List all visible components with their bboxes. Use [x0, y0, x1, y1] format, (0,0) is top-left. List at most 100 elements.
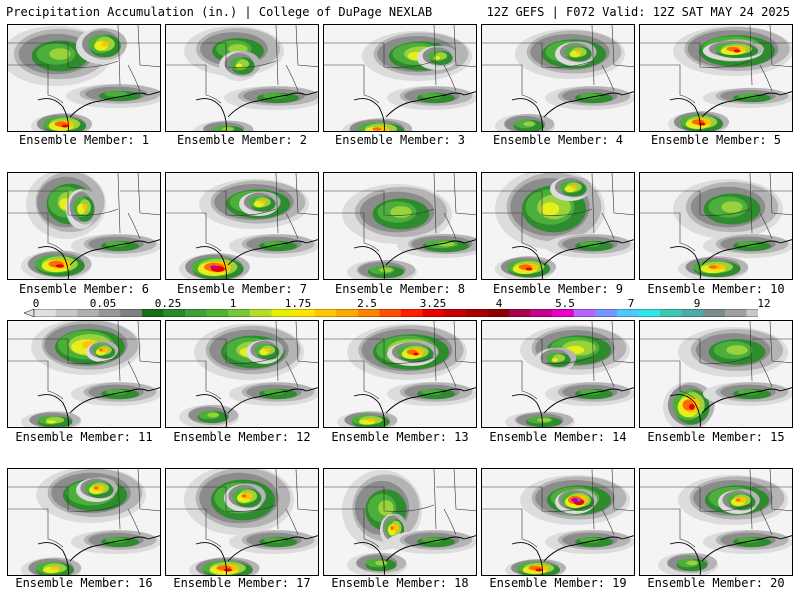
coastline — [195, 239, 318, 279]
precip-contour — [421, 93, 443, 99]
precip-contour — [579, 537, 601, 543]
scale-swatch — [444, 309, 467, 317]
precip-contour — [375, 560, 387, 566]
ensemble-map-panel — [165, 468, 319, 576]
coastline — [511, 535, 634, 575]
scale-swatch — [595, 309, 618, 317]
precip-contour — [737, 537, 759, 543]
state-borders — [482, 321, 634, 400]
ensemble-map-panel — [323, 320, 477, 428]
scale-swatch — [357, 309, 380, 317]
ensemble-map-panel — [639, 172, 793, 280]
coastline — [669, 91, 792, 131]
scale-swatch — [746, 309, 758, 317]
precip-contour — [525, 267, 533, 271]
state-borders — [166, 469, 318, 548]
precip-map — [166, 25, 318, 131]
scale-swatch — [336, 309, 359, 317]
precip-contour — [366, 418, 376, 422]
precip-contour — [243, 492, 253, 500]
precip-contour — [263, 241, 285, 247]
precip-contour — [421, 389, 443, 395]
precip-contour — [737, 389, 759, 395]
precip-contour — [737, 93, 759, 99]
scale-swatch — [141, 309, 164, 317]
scale-swatch — [530, 309, 553, 317]
scale-tick-label: 9 — [693, 297, 701, 310]
scale-swatch — [185, 309, 208, 317]
ensemble-member-label: Ensemble Member: 16 — [15, 576, 153, 590]
scale-swatch — [55, 309, 78, 317]
ensemble-map-panel — [323, 172, 477, 280]
scale-swatch — [271, 309, 294, 317]
precip-contour — [571, 497, 579, 503]
precip-contour — [579, 389, 601, 395]
scale-swatch — [293, 309, 315, 317]
state-borders — [482, 25, 634, 104]
precip-contour — [105, 537, 127, 543]
coastline — [353, 535, 476, 575]
precip-contour — [421, 537, 443, 543]
state-borders — [324, 321, 476, 400]
ensemble-map-panel — [481, 24, 635, 132]
ensemble-map-panel — [165, 172, 319, 280]
state-borders — [8, 321, 160, 400]
coastline — [37, 387, 160, 427]
ensemble-member-label: Ensemble Member: 5 — [650, 133, 782, 147]
coastline — [669, 387, 792, 427]
state-borders — [166, 321, 318, 400]
precip-contour — [55, 264, 65, 268]
ensemble-member-label: Ensemble Member: 18 — [331, 576, 469, 590]
precip-map — [324, 25, 476, 131]
scale-swatch — [98, 309, 121, 317]
color-bar — [24, 309, 758, 317]
precip-contour — [721, 201, 743, 213]
scale-tick-label: 0.05 — [89, 297, 117, 310]
precip-contour — [535, 568, 543, 572]
scale-swatch — [487, 309, 510, 317]
scale-swatch — [163, 309, 186, 317]
ensemble-map-panel — [7, 468, 161, 576]
state-borders — [8, 25, 160, 104]
ensemble-member-label: Ensemble Member: 14 — [489, 430, 627, 444]
model-valid-time: 12Z GEFS | F072 Valid: 12Z SAT MAY 24 20… — [486, 5, 790, 19]
scale-arrow-left — [24, 309, 35, 317]
scale-swatch — [249, 309, 272, 317]
scale-tick-label: 3.25 — [419, 297, 447, 310]
scale-swatch — [681, 309, 704, 317]
precip-contour — [390, 525, 394, 531]
precip-contour — [46, 420, 56, 424]
ensemble-member-label: Ensemble Member: 7 — [176, 282, 308, 296]
scale-swatch — [573, 309, 596, 317]
precip-contour — [540, 202, 560, 216]
ensemble-member-label: Ensemble Member: 19 — [489, 576, 627, 590]
scale-swatch — [401, 309, 423, 317]
precip-contour — [82, 204, 88, 210]
ensemble-member-label: Ensemble Member: 2 — [176, 133, 308, 147]
precip-contour — [222, 127, 234, 131]
scale-tick-label: 4 — [495, 297, 503, 310]
precip-contour — [726, 345, 748, 355]
precip-map — [640, 25, 792, 131]
precip-contour — [262, 93, 286, 99]
ensemble-member-label: Ensemble Member: 20 — [647, 576, 785, 590]
scale-swatch — [703, 309, 726, 317]
precip-contour — [433, 56, 441, 60]
coastline — [353, 387, 476, 427]
precip-map — [8, 469, 160, 575]
precip-contour — [571, 185, 577, 189]
precip-contour — [390, 206, 412, 218]
scale-swatch — [616, 309, 639, 317]
precip-contour — [551, 358, 559, 362]
scale-swatch — [120, 309, 143, 317]
precip-map — [8, 173, 160, 279]
precip-contour — [579, 93, 601, 99]
scale-tick-label: 1.75 — [284, 297, 312, 310]
state-borders — [8, 469, 160, 548]
precip-map — [482, 321, 634, 427]
ensemble-map-panel — [165, 320, 319, 428]
precip-contour — [95, 485, 105, 491]
scale-outline — [33, 309, 758, 317]
coastline — [511, 91, 634, 131]
state-borders — [640, 25, 792, 104]
